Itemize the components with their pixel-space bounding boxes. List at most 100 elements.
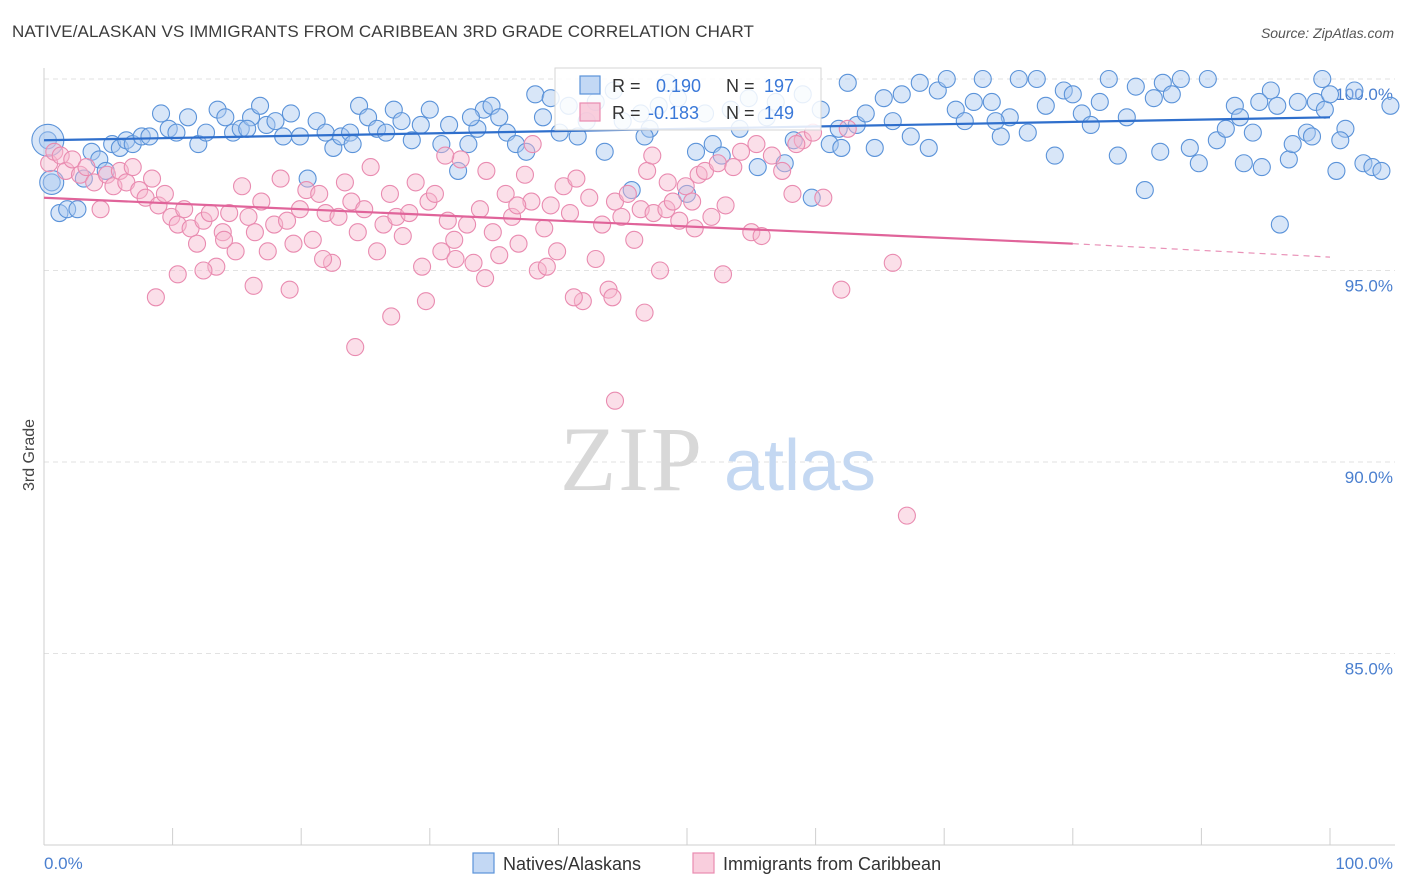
natives-point — [208, 100, 227, 119]
caribbean-point — [685, 219, 704, 238]
caribbean-point — [773, 161, 792, 180]
caribbean-point — [146, 288, 165, 307]
natives-point — [1009, 69, 1028, 89]
natives-point — [1261, 81, 1280, 100]
caribbean-point — [625, 230, 644, 249]
caribbean-point — [548, 242, 567, 261]
caribbean-point — [194, 261, 213, 280]
natives-point — [1234, 154, 1253, 173]
caribbean-trend-extension — [1072, 243, 1331, 258]
y-tick-label: 95.0% — [1345, 277, 1393, 296]
caribbean-point — [683, 192, 702, 211]
stats-n-value-2: 149 — [764, 103, 794, 123]
natives-point — [140, 127, 159, 146]
caribbean-point — [541, 196, 560, 215]
natives-point — [892, 85, 911, 104]
natives-point — [238, 119, 257, 138]
natives-point — [820, 135, 839, 154]
caribbean-point — [580, 188, 599, 207]
source-credit: Source: ZipAtlas.com — [1260, 25, 1394, 41]
caribbean-point — [226, 242, 245, 261]
natives-point — [533, 108, 553, 127]
caribbean-point — [643, 146, 662, 165]
caribbean-point — [638, 161, 657, 180]
stats-r-label-2: R = — [612, 103, 641, 123]
caribbean-point — [747, 135, 766, 154]
stats-n-value-1: 197 — [764, 76, 794, 96]
natives-point — [1180, 138, 1199, 157]
caribbean-point — [446, 249, 465, 269]
natives-point — [1171, 69, 1190, 89]
y-tick-label: 85.0% — [1345, 660, 1393, 679]
natives-point — [420, 100, 439, 119]
natives-point — [832, 138, 851, 157]
natives-point — [1027, 69, 1046, 89]
natives-point — [991, 127, 1010, 146]
caribbean-point — [436, 146, 455, 165]
caribbean-point — [458, 215, 477, 234]
caribbean-point — [586, 249, 605, 269]
natives-point — [1099, 69, 1118, 89]
caribbean-point — [503, 207, 522, 226]
caribbean-point — [214, 230, 234, 249]
natives-point — [982, 92, 1001, 112]
natives-point — [1320, 85, 1340, 104]
natives-point — [132, 127, 151, 146]
natives-point — [1063, 85, 1082, 104]
natives-point — [281, 104, 300, 123]
natives-point — [1151, 142, 1170, 161]
natives-point — [216, 108, 235, 127]
caribbean-trend-line — [43, 196, 1073, 245]
caribbean-point — [635, 303, 654, 322]
natives-point-large — [39, 169, 65, 195]
natives-point — [937, 69, 956, 89]
caribbean-point — [535, 219, 554, 238]
caribbean-point — [406, 173, 425, 192]
caribbean-point — [676, 177, 695, 196]
stats-swatch-pink — [579, 102, 601, 122]
caribbean-point — [258, 242, 277, 261]
caribbean-point — [603, 288, 622, 307]
caribbean-point — [284, 234, 303, 253]
y-tick-label: 90.0% — [1345, 468, 1393, 487]
legend-swatch-natives — [472, 852, 495, 874]
caribbean-point — [314, 249, 333, 269]
caribbean-point — [232, 177, 252, 196]
natives-point — [1270, 215, 1289, 234]
natives-point — [266, 112, 285, 131]
caribbean-point — [245, 223, 264, 242]
axes — [43, 68, 1395, 846]
caribbean-point — [522, 192, 541, 211]
caribbean-point — [897, 506, 916, 525]
caribbean-point — [63, 150, 82, 169]
natives-point — [411, 115, 430, 135]
caribbean-point — [155, 184, 174, 203]
series-caribbean-points — [40, 119, 916, 525]
caribbean-point — [537, 257, 556, 276]
caribbean-point — [787, 135, 806, 154]
caribbean-point — [515, 165, 535, 184]
caribbean-point — [445, 230, 464, 249]
natives-point — [1162, 85, 1181, 104]
stats-r-label-1: R = — [612, 76, 641, 96]
natives-point — [316, 123, 335, 142]
legend-label-caribbean: Immigrants from Caribbean — [723, 854, 941, 874]
caribbean-point — [814, 188, 833, 207]
natives-point — [1081, 115, 1100, 135]
caribbean-point — [702, 207, 721, 226]
natives-point — [341, 123, 360, 142]
caribbean-point — [560, 204, 580, 223]
x-tick-label-max: 100.0% — [1335, 854, 1393, 873]
caribbean-point — [419, 192, 438, 211]
legend-swatch-caribbean — [692, 852, 715, 874]
natives-point — [58, 200, 77, 219]
caribbean-point — [838, 119, 857, 138]
natives-point — [901, 127, 920, 146]
caribbean-point — [91, 200, 110, 219]
stats-n-label-2: N = — [726, 103, 755, 123]
natives-point — [1243, 123, 1262, 142]
natives-point — [1216, 119, 1235, 138]
caribbean-point — [56, 161, 75, 180]
natives-point — [1198, 69, 1217, 89]
natives-point — [748, 158, 767, 177]
